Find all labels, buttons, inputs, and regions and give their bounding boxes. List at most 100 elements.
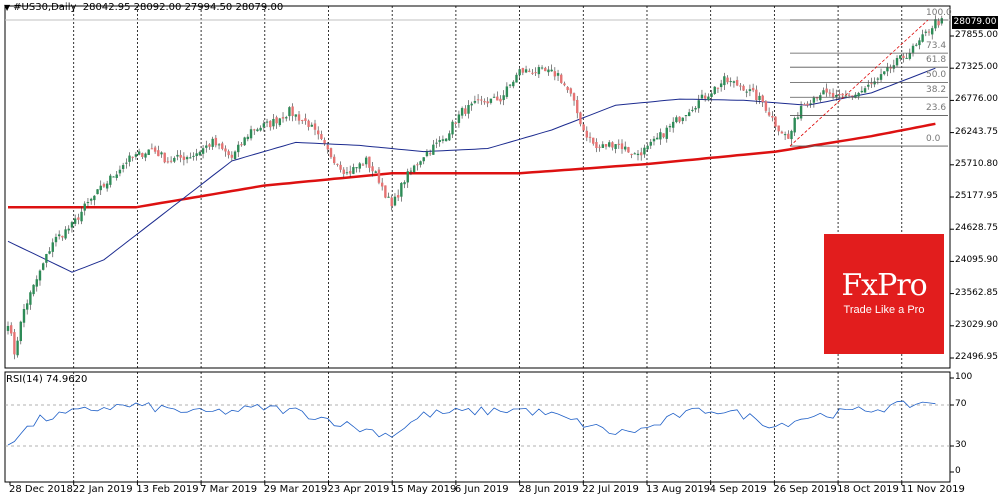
candle-body [125, 162, 128, 164]
candle-body [847, 94, 851, 96]
y-tick-label: 22496.95 [955, 352, 998, 362]
candle-body [783, 134, 787, 136]
candle-body [787, 133, 790, 139]
candle-body [524, 69, 528, 73]
candle-body [512, 81, 515, 87]
dropdown-triangle-icon[interactable]: ▼ [4, 3, 11, 12]
candles [6, 15, 944, 360]
candle-body [796, 117, 800, 119]
candle-body [908, 53, 912, 59]
candle-body [819, 95, 822, 101]
candle-body [448, 133, 451, 141]
candle-body [99, 185, 102, 191]
candle-body [518, 69, 521, 76]
x-tick-label: 26 Sep 2019 [773, 484, 837, 495]
logo-brand: FxPro [841, 268, 927, 303]
candle-body [153, 147, 157, 152]
candle-body [179, 154, 182, 158]
candle-body [230, 154, 234, 158]
candle-body [873, 81, 876, 85]
candle-body [371, 166, 374, 172]
x-tick-label: 13 Aug 2019 [645, 484, 711, 495]
candle-body [809, 103, 812, 105]
candle-body [639, 152, 643, 156]
candle-body [297, 114, 301, 121]
candle-body [860, 90, 864, 93]
candle-body [32, 284, 35, 295]
candle-body [806, 103, 809, 106]
candle-body [224, 148, 227, 152]
main-frame [4, 5, 951, 369]
y-tick-label: 23562.85 [955, 287, 998, 298]
candle-body [227, 151, 230, 156]
candle-body [390, 197, 393, 207]
candle-body [217, 144, 221, 146]
candle-body [45, 253, 48, 263]
candle-body [256, 129, 259, 132]
candle-body [918, 40, 921, 46]
x-tick-label: 23 Apr 2019 [327, 484, 390, 495]
candle-body [803, 104, 806, 106]
candle-body [166, 161, 170, 163]
candle-body [931, 28, 934, 35]
candle-body [435, 142, 438, 144]
candle-body [755, 89, 758, 101]
candle-body [812, 97, 816, 103]
candle-body [173, 157, 176, 162]
candle-body [419, 161, 422, 165]
candle-body [51, 242, 54, 252]
candle-body [291, 106, 294, 116]
candle-body [777, 125, 780, 132]
candle-body [131, 156, 134, 158]
candle-body [902, 55, 905, 59]
candle-body [636, 153, 640, 156]
candle-body [137, 151, 141, 155]
candle-body [336, 163, 339, 165]
candle-body [489, 98, 493, 103]
x-tick-label: 11 Nov 2019 [900, 484, 965, 495]
candle-body [259, 127, 262, 131]
candle-body [748, 89, 752, 92]
candle-body [713, 86, 716, 94]
candle-body [771, 116, 774, 118]
candle-body [41, 263, 45, 270]
candle-body [147, 149, 150, 155]
candle-body [492, 96, 496, 98]
x-tick-label: 13 Feb 2019 [136, 484, 199, 495]
candle-body [614, 144, 617, 149]
candle-body [457, 114, 461, 123]
candle-body [310, 124, 314, 127]
candle-body [275, 117, 278, 124]
candle-body [323, 139, 326, 144]
candle-body [499, 98, 502, 102]
candle-body [16, 340, 19, 356]
y-tick-label: 26776.00 [955, 94, 998, 105]
candle-body [547, 69, 550, 73]
candle-body [22, 309, 26, 323]
candle-body [627, 147, 630, 153]
candle-body [646, 145, 649, 150]
candle-body [665, 127, 668, 139]
candle-body [13, 332, 16, 355]
candle-body [339, 164, 342, 170]
x-tick-label: 28 Jun 2019 [518, 484, 579, 495]
candle-body [521, 68, 525, 73]
fib-level-label: 23.6 [926, 103, 947, 114]
candle-body [710, 93, 713, 97]
candle-body [576, 99, 579, 114]
candle-body [198, 152, 202, 156]
candle-body [540, 67, 544, 69]
candle-body [35, 279, 38, 287]
candle-body [406, 171, 409, 183]
candle-body [150, 148, 154, 150]
candle-body [54, 236, 58, 243]
candle-body [9, 325, 13, 334]
y-tick-label: 27855.00 [955, 30, 998, 40]
candle-body [940, 18, 944, 24]
candle-body [838, 94, 841, 96]
candle-body [301, 120, 304, 122]
candle-body [835, 94, 838, 97]
candle-body [735, 79, 739, 86]
candle-body [668, 126, 672, 128]
candle-body [412, 165, 416, 173]
